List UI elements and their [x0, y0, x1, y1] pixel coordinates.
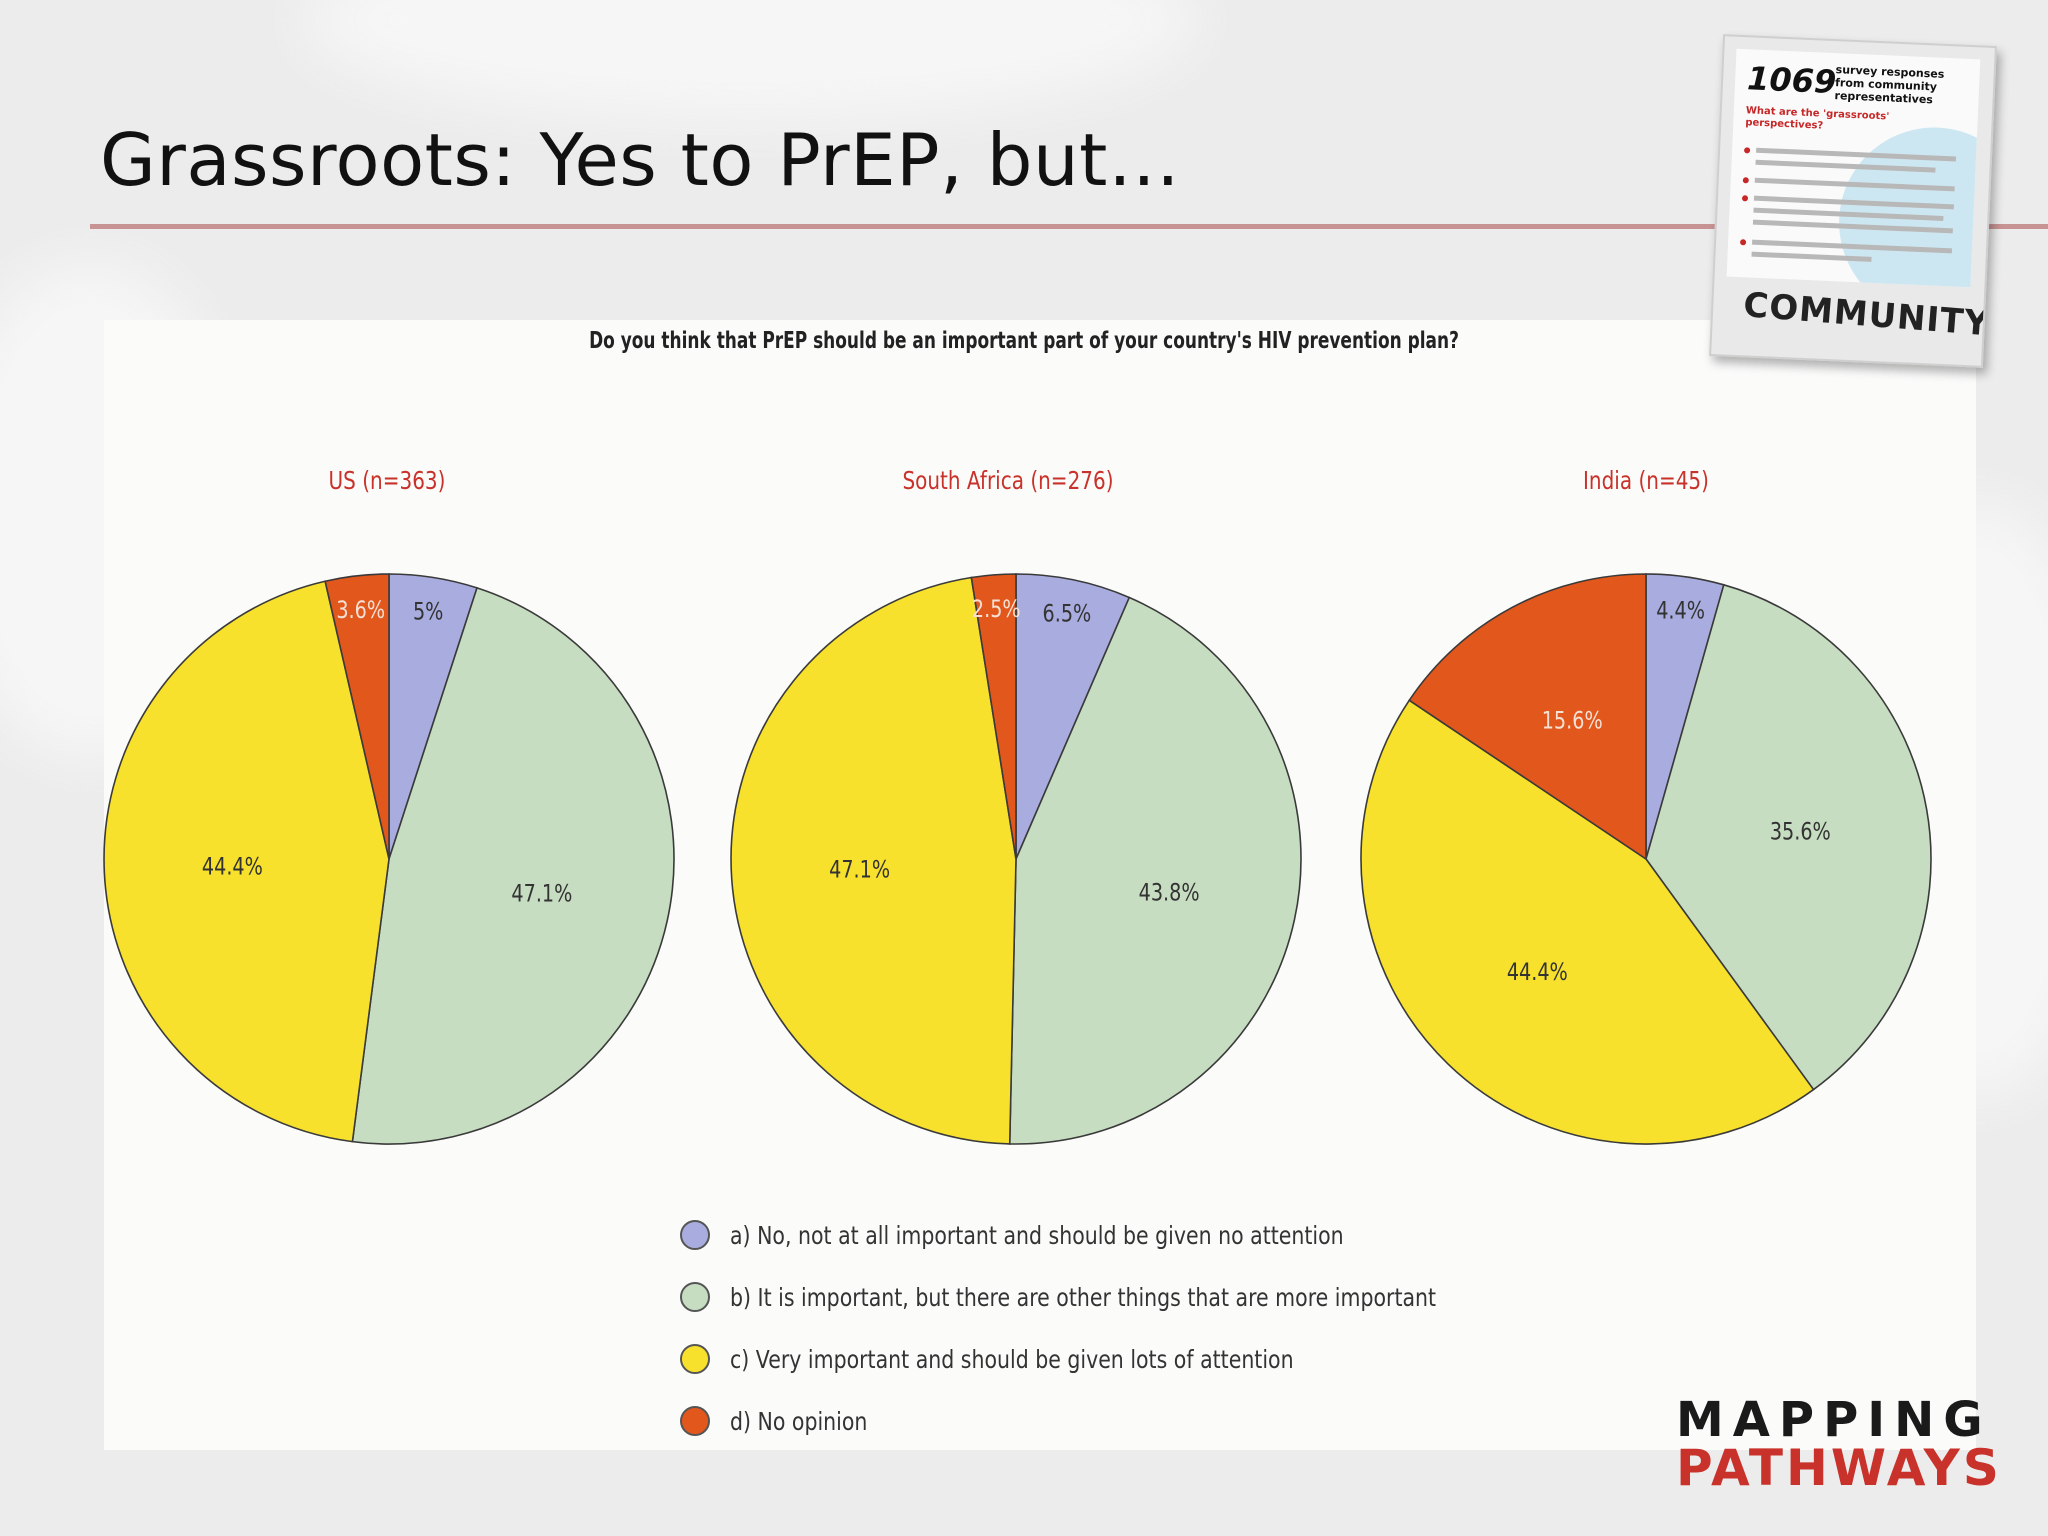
- pie-title-india: India (n=45): [1583, 466, 1709, 495]
- card-number: 1069: [1746, 59, 1838, 102]
- card-question: What are the 'grassroots' perspectives?: [1745, 105, 1890, 132]
- pie-2-label-d: 15.6%: [1542, 708, 1603, 736]
- legend-swatch-a: [680, 1220, 710, 1250]
- legend-swatch-b: [680, 1282, 710, 1312]
- legend-swatch-c: [680, 1344, 710, 1374]
- pie-0-label-b: 47.1%: [511, 880, 572, 908]
- chart-legend: a) No, not at all important and should b…: [680, 1204, 1591, 1452]
- legend-item-a: a) No, not at all important and should b…: [680, 1204, 1591, 1266]
- legend-item-b: b) It is important, but there are other …: [680, 1266, 1591, 1328]
- card-content: 1069 survey responses from community rep…: [1726, 48, 1981, 288]
- card-caption: survey responses from community represen…: [1834, 63, 1945, 107]
- mapping-pathways-logo: MAPPING PATHWAYS: [1676, 1392, 2016, 1497]
- pie-0-slice-c: [103, 580, 390, 1143]
- pie-1-label-d: 2.5%: [972, 596, 1021, 624]
- pie-1-slice-d: [970, 573, 1017, 860]
- pie-1-slice-c: [730, 576, 1017, 1145]
- card-community-label: COMMUNITY: [1741, 285, 1992, 345]
- pie-1-label-a: 6.5%: [1043, 600, 1092, 628]
- pie-2-slice-d: [1408, 573, 1647, 861]
- legend-swatch-d: [680, 1406, 710, 1436]
- card-bullet-dot: [1739, 239, 1747, 246]
- pie-2-slice-c: [1360, 699, 1815, 1145]
- legend-label-d: d) No opinion: [730, 1406, 868, 1436]
- pie-2-label-c: 44.4%: [1507, 959, 1568, 987]
- pie-title-south-africa: South Africa (n=276): [902, 466, 1114, 495]
- card-bullet-dot: [1743, 147, 1751, 154]
- community-card: 1069 survey responses from community rep…: [1709, 34, 1997, 368]
- card-bullet-dot: [1742, 177, 1749, 184]
- pie-2-slice-b: [1645, 583, 1932, 1091]
- legend-item-c: c) Very important and should be given lo…: [680, 1328, 1591, 1390]
- legend-label-c: c) Very important and should be given lo…: [730, 1344, 1294, 1374]
- chart-title: Do you think that PrEP should be an impo…: [589, 328, 1459, 354]
- logo-line-mapping: MAPPING: [1676, 1392, 1992, 1448]
- pie-0-slice-b: [351, 586, 675, 1145]
- pie-1-slice-b: [1008, 596, 1302, 1145]
- pie-0-label-a: 5%: [413, 598, 443, 626]
- logo-line-pathways: PATHWAYS: [1676, 1439, 2002, 1497]
- legend-label-a: a) No, not at all important and should b…: [730, 1220, 1344, 1250]
- pie-0-label-c: 44.4%: [202, 854, 263, 882]
- pie-2-label-b: 35.6%: [1770, 819, 1831, 847]
- pie-1-label-c: 47.1%: [829, 857, 890, 885]
- pie-2-label-a: 4.4%: [1656, 598, 1705, 626]
- pie-0-label-d: 3.6%: [336, 597, 385, 625]
- pie-1-label-b: 43.8%: [1139, 880, 1200, 908]
- pie-1-slice-a: [1015, 573, 1131, 860]
- slide-title: Grassroots: Yes to PrEP, but…: [100, 118, 1181, 202]
- card-bullet-dot: [1741, 195, 1749, 202]
- pie-0-slice-d: [324, 573, 390, 860]
- legend-item-d: d) No opinion: [680, 1390, 1591, 1452]
- title-divider: [90, 224, 2048, 229]
- legend-label-b: b) It is important, but there are other …: [730, 1282, 1437, 1312]
- pie-title-us: US (n=363): [328, 466, 446, 495]
